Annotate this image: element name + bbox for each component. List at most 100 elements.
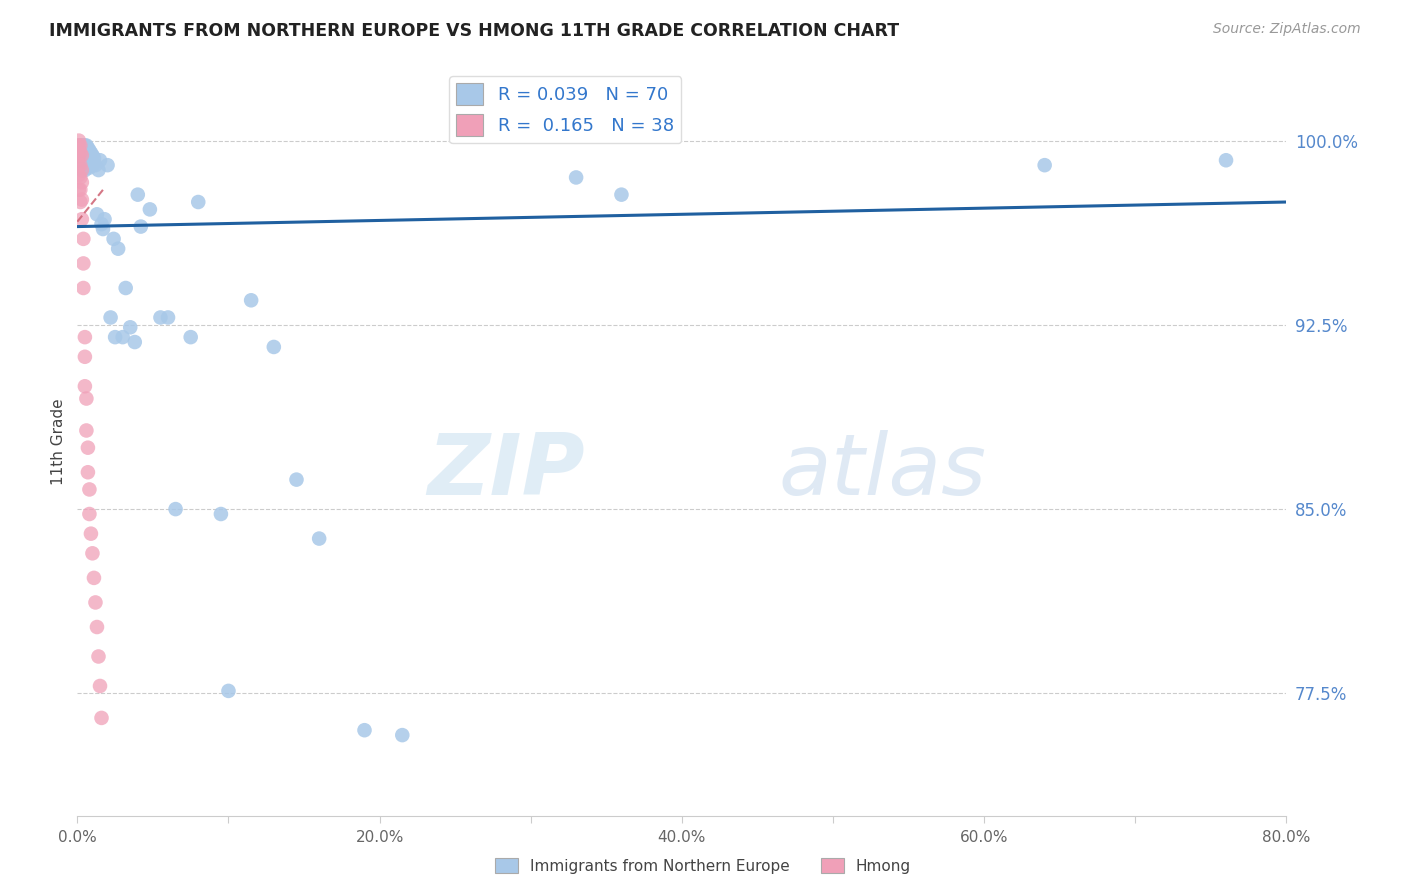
Point (353, 723, 375, 738)
Point (86, 620, 108, 634)
Point (72, 144, 94, 158)
Point (67, 134, 90, 148)
Point (610, 187, 633, 202)
Y-axis label: 11th Grade: 11th Grade (51, 398, 66, 485)
Point (80, 526, 103, 541)
Text: atlas: atlas (779, 430, 987, 513)
Text: ZIP: ZIP (427, 430, 585, 513)
Point (77, 158, 100, 172)
Point (209, 507, 232, 521)
Point (120, 320, 142, 334)
Point (67, 144, 90, 158)
Point (69, 183, 91, 197)
Point (77, 441, 100, 455)
Point (69, 138, 91, 153)
Point (83, 151, 105, 165)
Point (308, 532, 330, 546)
Point (73, 153, 96, 168)
Point (79, 483, 101, 497)
Point (89, 679, 111, 693)
Point (149, 310, 172, 325)
Point (67, 168, 90, 182)
Point (100, 310, 122, 325)
Point (67, 138, 90, 153)
Point (72, 281, 94, 295)
Point (83, 571, 105, 585)
Point (79, 507, 101, 521)
Point (69, 155, 91, 169)
Point (91, 222, 114, 236)
Point (96, 158, 118, 172)
Point (73, 330, 96, 344)
Point (72, 232, 94, 246)
Point (70, 193, 93, 207)
Point (79, 144, 101, 158)
Legend: Immigrants from Northern Europe, Hmong: Immigrants from Northern Europe, Hmong (489, 852, 917, 880)
Point (87, 163, 110, 178)
Point (127, 187, 149, 202)
Point (90, 217, 112, 231)
Point (187, 194, 209, 209)
Point (67, 151, 90, 165)
Point (89, 153, 111, 168)
Point (69, 194, 91, 209)
Point (84, 158, 107, 172)
Point (165, 502, 187, 516)
Point (72, 161, 94, 175)
Point (285, 473, 308, 487)
Point (70, 163, 93, 178)
Point (73, 379, 96, 393)
Point (75, 392, 97, 406)
Point (75, 145, 97, 160)
Point (73, 138, 96, 153)
Point (82, 546, 104, 560)
Point (67, 158, 90, 172)
Point (73, 350, 96, 364)
Point (77, 465, 100, 479)
Point (69, 145, 91, 160)
Point (70, 148, 93, 162)
Point (93, 212, 115, 227)
Point (129, 219, 152, 234)
Point (69, 138, 91, 153)
Point (80, 145, 103, 160)
Point (67, 138, 90, 153)
Point (80, 155, 103, 169)
Point (67, 158, 90, 172)
Point (84, 595, 107, 609)
Point (1215, 153, 1237, 168)
Point (139, 202, 162, 217)
Point (82, 158, 104, 172)
Point (69, 145, 91, 160)
Point (67, 183, 90, 197)
Point (72, 148, 94, 162)
Point (73, 145, 96, 160)
Point (70, 163, 93, 178)
Point (90, 711, 112, 725)
Point (104, 330, 127, 344)
Point (114, 281, 136, 295)
Point (75, 151, 97, 165)
Text: IMMIGRANTS FROM NORTHERN EUROPE VS HMONG 11TH GRADE CORRELATION CHART: IMMIGRANTS FROM NORTHERN EUROPE VS HMONG… (49, 22, 900, 40)
Point (82, 148, 104, 162)
Point (86, 207, 108, 221)
Point (87, 649, 110, 664)
Point (72, 256, 94, 270)
Point (75, 138, 97, 153)
Point (70, 145, 93, 160)
Point (70, 212, 93, 227)
Point (70, 153, 93, 168)
Point (72, 153, 94, 168)
Point (73, 163, 96, 178)
Point (391, 728, 413, 742)
Point (180, 330, 202, 344)
Point (263, 340, 285, 354)
Point (1033, 158, 1056, 172)
Point (218, 684, 240, 698)
Legend: R = 0.039   N = 70, R =  0.165   N = 38: R = 0.039 N = 70, R = 0.165 N = 38 (449, 76, 681, 144)
Point (67, 148, 90, 162)
Point (75, 161, 97, 175)
Point (79, 161, 101, 175)
Point (69, 158, 91, 172)
Point (72, 138, 94, 153)
